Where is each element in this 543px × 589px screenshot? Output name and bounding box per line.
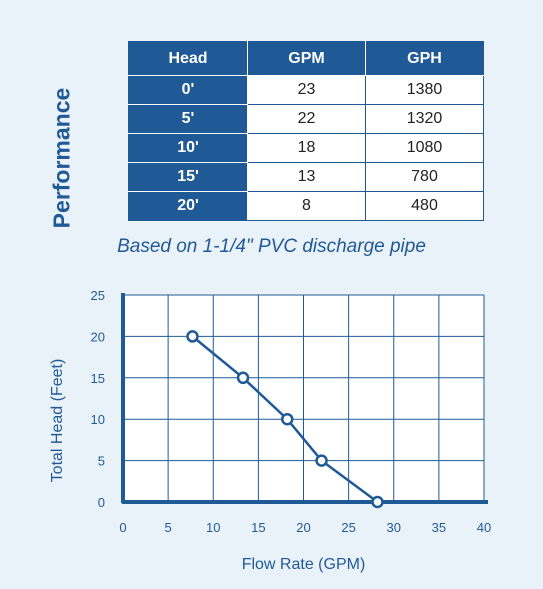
table-row: 10' 18 1080 <box>128 133 484 163</box>
x-axis-label: Flow Rate (GPM) <box>242 556 366 573</box>
x-tick-labels: 0 5 10 15 20 25 30 35 40 <box>119 520 491 535</box>
chart-grid <box>122 294 485 503</box>
chart-axes <box>121 293 488 504</box>
data-point <box>315 454 328 467</box>
gph-cell: 1320 <box>365 104 484 134</box>
x-tick-label: 15 <box>251 520 265 535</box>
x-tick-label: 5 <box>165 520 172 535</box>
table-row: 15' 13 780 <box>128 162 484 192</box>
gpm-cell: 23 <box>247 75 366 105</box>
y-tick-label: 20 <box>91 329 105 344</box>
data-point <box>281 412 294 426</box>
gpm-cell: 18 <box>247 133 366 163</box>
y-tick-label: 5 <box>98 454 105 469</box>
x-tick-label: 40 <box>477 520 491 535</box>
chart-series <box>186 330 384 509</box>
header-head: Head <box>128 41 248 76</box>
gph-cell: 1380 <box>365 75 484 105</box>
table-row: 0' 23 1380 <box>128 75 484 105</box>
table-header-row: Head GPM GPH <box>128 41 484 76</box>
data-point <box>186 330 199 343</box>
x-tick-label: 30 <box>387 520 401 535</box>
head-cell: 0' <box>128 75 248 105</box>
x-tick-label: 10 <box>206 520 220 535</box>
y-tick-label: 0 <box>98 495 105 510</box>
y-tick-label: 15 <box>91 371 105 386</box>
gpm-cell: 13 <box>247 162 366 192</box>
head-cell: 10' <box>128 133 248 163</box>
gph-cell: 480 <box>365 191 484 221</box>
x-tick-label: 20 <box>296 520 310 535</box>
table-subtitle: Based on 1-1/4" PVC discharge pipe <box>117 236 426 257</box>
y-axis-label: Total Head (Feet) <box>49 359 66 483</box>
head-cell: 5' <box>128 104 248 134</box>
head-cell: 15' <box>128 162 248 192</box>
y-tick-label: 25 <box>91 288 105 303</box>
gph-cell: 780 <box>365 162 484 192</box>
y-tick-label: 10 <box>91 412 105 427</box>
table-row: 20' 8 480 <box>128 191 484 221</box>
x-tick-label: 25 <box>341 520 355 535</box>
x-tick-label: 35 <box>432 520 446 535</box>
table-row: 5' 22 1320 <box>128 104 484 134</box>
performance-table: Head GPM GPH 0' 23 1380 5' 22 1320 10' 1… <box>128 41 484 221</box>
gpm-cell: 22 <box>247 104 366 134</box>
x-tick-label: 0 <box>119 520 126 535</box>
data-point <box>236 371 250 385</box>
gpm-cell: 8 <box>247 191 366 221</box>
data-point <box>371 495 384 509</box>
y-tick-labels: 0 5 10 15 20 25 <box>91 288 105 510</box>
